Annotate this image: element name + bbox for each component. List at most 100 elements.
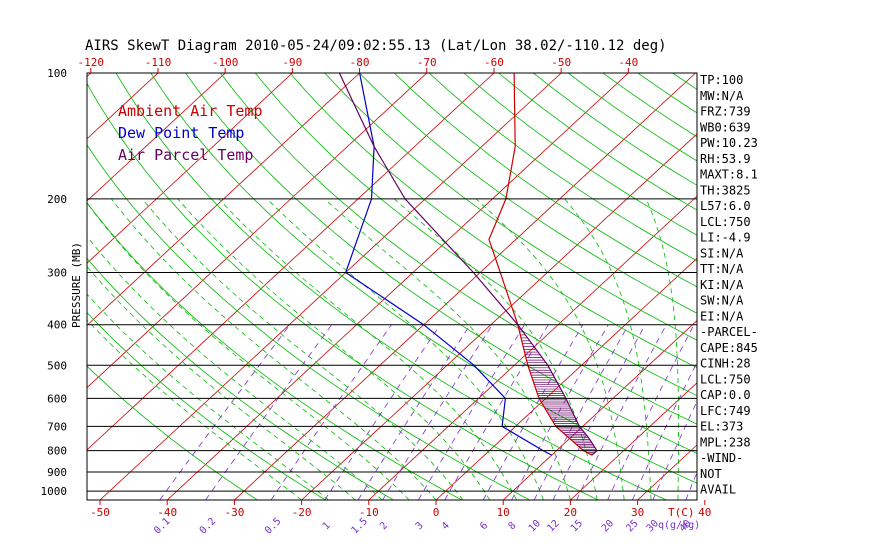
index-entry: L57:6.0	[700, 199, 751, 213]
index-entry: AVAIL	[700, 483, 736, 497]
bottom-temp-label: 40	[698, 506, 711, 519]
dry-adiabat-line	[289, 73, 697, 369]
moist-adiabat-line	[87, 235, 383, 500]
index-entry: FRZ:739	[700, 105, 751, 119]
dry-adiabat-line	[254, 73, 697, 396]
isotherm-line	[301, 133, 697, 500]
top-temp-label: -120	[78, 56, 105, 69]
mixing-ratio-label: 0.5	[263, 516, 284, 537]
dry-adiabat-line	[394, 73, 697, 288]
index-entry: LCL:750	[700, 372, 751, 386]
dry-adiabat-line	[498, 73, 697, 211]
cape-shading	[517, 324, 598, 456]
legend-ambient: Ambient Air Temp	[118, 102, 263, 120]
bottom-temp-label: 30	[631, 506, 644, 519]
dry-adiabat-line	[324, 73, 697, 341]
index-entry: CAPE:845	[700, 341, 758, 355]
pressure-tick-label: 100	[47, 67, 67, 80]
bottom-temp-label: -40	[157, 506, 177, 519]
isotherm-line	[570, 382, 697, 500]
isotherm-line	[166, 73, 629, 500]
isotherm-line	[87, 73, 428, 389]
dewpoint-temp-line	[344, 73, 552, 456]
isotherm-line	[87, 73, 226, 202]
index-entry: TH:3825	[700, 183, 751, 197]
pressure-tick-label: 900	[47, 466, 67, 479]
dry-adiabat-line	[87, 202, 462, 500]
top-temp-label: -60	[484, 56, 504, 69]
moist-adiabat-line	[111, 198, 437, 500]
index-entry: CINH:28	[700, 357, 751, 371]
top-temp-label: -70	[417, 56, 437, 69]
index-entry: CAP:0.0	[700, 388, 751, 402]
pressure-tick-label: 300	[47, 267, 67, 280]
index-entry: KI:N/A	[700, 278, 744, 292]
mixing-ratio-label: 1	[321, 520, 333, 532]
index-entry: RH:53.9	[700, 152, 751, 166]
mixing-ratio-label: 4	[440, 520, 452, 532]
dry-adiabat-line	[87, 144, 531, 500]
index-entry: SW:N/A	[700, 294, 744, 308]
moist-adiabat-line	[645, 198, 679, 500]
bottom-temp-label: 0	[433, 506, 440, 519]
index-entry: SI:N/A	[700, 246, 744, 260]
bottom-unit-label: T(C)	[668, 506, 695, 519]
pressure-tick-label: 800	[47, 445, 67, 458]
mixing-ratio-line	[417, 324, 525, 500]
index-entry: -PARCEL-	[700, 325, 758, 339]
index-entry: MW:N/A	[700, 89, 744, 103]
dry-adiabat-line	[150, 73, 697, 484]
bottom-temp-label: -10	[359, 506, 379, 519]
mixing-ratio-label: 6	[478, 520, 490, 532]
bottom-temp-label: -30	[224, 506, 244, 519]
mixing-ratio-line	[357, 324, 471, 500]
moist-adiabat-line	[324, 198, 571, 500]
top-temp-label: -80	[350, 56, 370, 69]
dry-adiabat-line	[87, 82, 599, 500]
mixing-ratio-label: 0.1	[152, 516, 173, 537]
mixing-ratio-line	[511, 324, 609, 500]
isotherm-line	[0, 73, 24, 500]
mixing-unit-label: q(g/kg)	[658, 520, 700, 531]
top-temp-label: -90	[282, 56, 302, 69]
dry-adiabat-line	[87, 312, 326, 500]
pressure-tick-label: 500	[47, 359, 67, 372]
mixing-ratio-line	[324, 324, 441, 500]
index-entry: PW:10.23	[700, 136, 758, 150]
isotherm-line	[839, 73, 870, 500]
bottom-temp-label: -50	[90, 506, 110, 519]
isotherm-line	[99, 73, 562, 500]
mixing-ratio-line	[205, 324, 333, 500]
mixing-ratio-line	[270, 324, 392, 500]
mixing-ratio-label: 1.5	[350, 516, 371, 537]
index-entry: EI:N/A	[700, 309, 744, 323]
chart-title: AIRS SkewT Diagram 2010-05-24/09:02:55.1…	[85, 38, 667, 54]
mixing-ratio-line	[607, 324, 695, 500]
index-entry: WB0:639	[700, 120, 751, 134]
moist-adiabat-line	[87, 319, 302, 500]
index-entry: TT:N/A	[700, 262, 744, 276]
index-entry: -WIND-	[700, 451, 743, 465]
background-lines	[0, 73, 870, 500]
pressure-tick-label: 1000	[41, 485, 68, 498]
pressure-tick-label: 600	[47, 392, 67, 405]
index-entry: LCL:750	[700, 215, 751, 229]
dry-adiabat-line	[87, 365, 258, 500]
pressure-tick-label: 400	[47, 319, 67, 332]
legend: Ambient Air Temp Dew Point Temp Air Parc…	[118, 102, 263, 164]
mixing-ratio-label: 8	[506, 520, 518, 532]
mixing-ratio-label: 12	[545, 518, 561, 534]
bottom-temp-label: 10	[497, 506, 510, 519]
bottom-temp-label: 20	[564, 506, 577, 519]
index-entry: MPL:238	[700, 435, 751, 449]
isotherm-line	[234, 73, 696, 500]
index-entry: NOT	[700, 467, 722, 481]
index-entry: EL:373	[700, 420, 743, 434]
top-temp-label: -40	[618, 56, 638, 69]
moist-adiabat-line	[87, 293, 329, 500]
moist-adiabat-line	[564, 198, 652, 500]
mixing-ratio-line	[631, 361, 697, 500]
top-temp-label: -110	[145, 56, 172, 69]
mixing-ratio-label: 0.2	[198, 516, 219, 537]
